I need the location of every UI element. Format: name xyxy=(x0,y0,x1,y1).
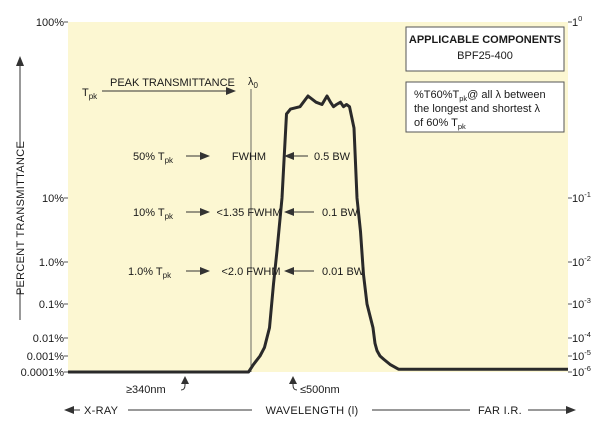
plot-area xyxy=(68,22,568,372)
level-1-right-arrow-head xyxy=(284,267,294,275)
x-axis-title: WAVELENGTH (l) xyxy=(266,405,359,417)
y-left-tick-label: 0.01% xyxy=(33,333,64,345)
x-left-label: X-RAY xyxy=(84,405,119,417)
tpk-label: Tpk xyxy=(82,87,98,101)
note-line-3: of 60% Tpk xyxy=(414,117,466,131)
y-left-tick-label: 0.001% xyxy=(27,351,65,363)
y-left-tick-label: 100% xyxy=(36,17,64,29)
level-50-pct: 50% Tpk xyxy=(133,151,174,165)
left-wl-arrow-curve xyxy=(180,384,186,391)
y-axis-left: 100% 10% 1.0% 0.1% 0.01% 0.001% 0.0001% xyxy=(21,17,68,379)
level-50-left-arrow-head xyxy=(200,152,210,160)
y-axis-title: PERCENT TRANSMITTANCE xyxy=(15,141,27,295)
level-10-right: 0.1 BW xyxy=(322,207,359,219)
y-arrow-up-head xyxy=(16,56,24,66)
peak-annotation: Tpk PEAK TRANSMITTANCE λ0 xyxy=(82,76,259,101)
level-10-right-arrow-head xyxy=(284,208,294,216)
y-right-tick-label: 10-6 xyxy=(572,364,591,379)
x-axis-title-group: X-RAY WAVELENGTH (l) FAR I.R. xyxy=(64,405,576,417)
y-left-tick-label: 10% xyxy=(42,193,64,205)
level-10-pct: 10% Tpk xyxy=(133,207,174,221)
y-right-tick-label: 10 xyxy=(572,14,582,29)
components-title: APPLICABLE COMPONENTS xyxy=(409,34,561,46)
level-50: 50% Tpk FWHM 0.5 BW xyxy=(133,151,351,165)
right-wl-arrow-curve xyxy=(292,384,298,391)
peak-transmittance-label: PEAK TRANSMITTANCE xyxy=(110,77,235,89)
level-10-left-arrow-head xyxy=(200,208,210,216)
components-value: BPF25-400 xyxy=(457,50,513,62)
level-50-center: FWHM xyxy=(232,151,266,163)
level-1-center: <2.0 FWHM xyxy=(222,266,281,278)
transmittance-curve xyxy=(68,94,568,374)
y-axis-title-group: PERCENT TRANSMITTANCE xyxy=(15,56,27,320)
level-1-right: 0.01 BW xyxy=(322,266,365,278)
y-left-tick-label: 1.0% xyxy=(39,257,64,269)
note-line-1: %T60%Tpk@ all λ between xyxy=(414,89,546,103)
x-arrow-left-head xyxy=(64,406,74,414)
note-box: %T60%Tpk@ all λ between the longest and … xyxy=(405,81,565,133)
y-axis-right: 10 10-1 10-2 10-3 10-4 10-510-6 xyxy=(568,14,591,379)
x-right-label: FAR I.R. xyxy=(478,405,522,417)
y-right-tick-label: 10-5 xyxy=(572,348,591,363)
y-right-tick-label: 10-3 xyxy=(572,296,591,311)
note-box-frame xyxy=(405,81,565,133)
applicable-components-box: APPLICABLE COMPONENTS BPF25-400 xyxy=(405,26,565,72)
level-1-left-arrow-head xyxy=(200,267,210,275)
y-right-tick-label: 10-2 xyxy=(572,254,591,269)
components-box-frame xyxy=(405,26,565,72)
y-left-tick-label: 0.0001% xyxy=(21,367,65,379)
y-left-tick-label: 0.1% xyxy=(39,299,64,311)
right-wavelength-label: ≤500nm xyxy=(300,384,340,396)
wavelength-markers: ≥340nm ≤500nm xyxy=(126,376,340,396)
left-wavelength-label: ≥340nm xyxy=(126,384,166,396)
level-50-right: 0.5 BW xyxy=(314,151,351,163)
level-1-pct: 1.0% Tpk xyxy=(128,266,172,280)
y-right-tick-label: 10-4 xyxy=(572,330,591,345)
lambda0-label: λ0 xyxy=(248,76,259,90)
peak-arrow-head xyxy=(226,87,236,95)
level-1: 1.0% Tpk <2.0 FWHM 0.01 BW xyxy=(128,266,365,280)
x-arrow-right-head xyxy=(566,406,576,414)
level-10-center: <1.35 FWHM xyxy=(216,207,281,219)
left-wl-arrow-head xyxy=(181,376,189,384)
y-right-tick-label: 10-1 xyxy=(572,190,591,205)
right-wl-arrow-head xyxy=(289,376,297,384)
note-line-2: the longest and shortest λ xyxy=(414,103,540,115)
level-10: 10% Tpk <1.35 FWHM 0.1 BW xyxy=(133,207,359,221)
level-50-right-arrow-head xyxy=(284,152,294,160)
